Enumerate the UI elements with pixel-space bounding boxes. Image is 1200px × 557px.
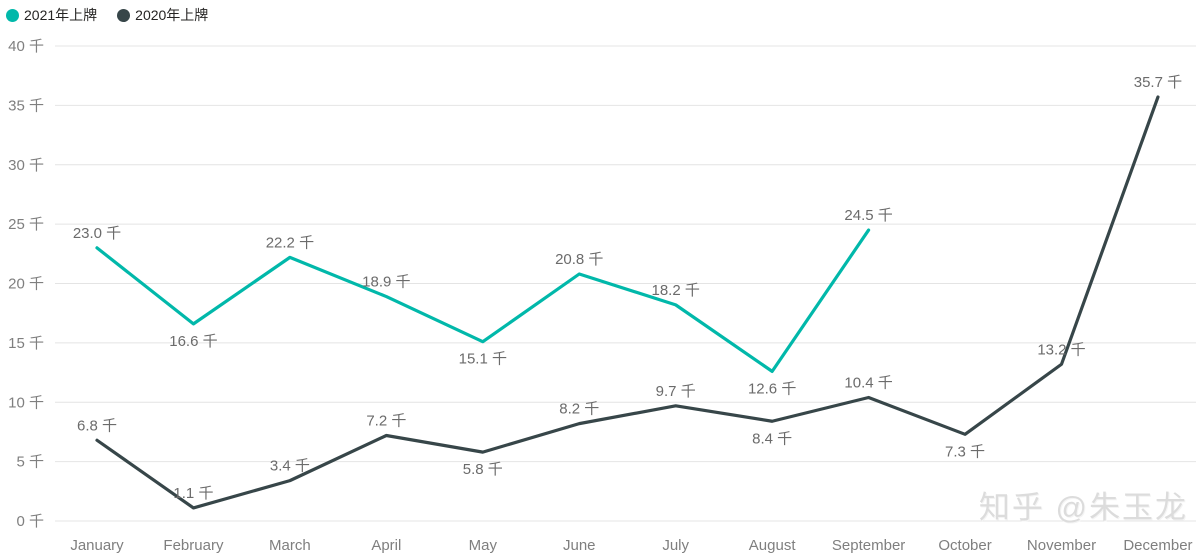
data-label: 18.9 千 xyxy=(362,274,410,291)
data-label: 24.5 千 xyxy=(844,207,892,224)
watermark: 知乎 @朱玉龙 xyxy=(978,490,1188,525)
x-axis-label-june: June xyxy=(563,537,596,554)
data-label: 23.0 千 xyxy=(73,225,121,242)
y-axis-label: 10 千 xyxy=(8,394,44,411)
legend-label-2021: 2021年上牌 xyxy=(24,7,98,23)
legend-item-2020[interactable]: 2020年上牌 xyxy=(117,8,208,22)
data-label: 8.2 千 xyxy=(559,401,599,418)
x-axis-label-september: September xyxy=(832,537,905,554)
series-line-2020年上牌[interactable] xyxy=(95,95,1160,510)
x-axis-label-april: April xyxy=(371,537,401,554)
x-axis-label-october: October xyxy=(938,537,991,554)
legend-dot-2020-icon xyxy=(117,8,131,22)
data-label: 7.2 千 xyxy=(366,413,406,430)
y-axis-label: 20 千 xyxy=(8,276,44,293)
y-axis-label: 40 千 xyxy=(8,38,44,55)
data-label: 35.7 千 xyxy=(1134,74,1182,91)
data-label: 1.1 千 xyxy=(173,485,213,502)
data-label: 18.2 千 xyxy=(652,282,700,299)
legend-dot-2021-icon xyxy=(6,8,19,22)
legend-item-2021[interactable]: 2021年上牌 xyxy=(6,8,97,22)
y-axis-label: 30 千 xyxy=(8,157,44,174)
data-label: 13.2 千 xyxy=(1037,341,1085,358)
data-label: 22.2 千 xyxy=(266,234,314,251)
data-label: 16.6 千 xyxy=(169,333,217,350)
data-label: 6.8 千 xyxy=(77,417,117,434)
y-axis-label: 0 千 xyxy=(16,513,44,530)
x-axis-label-december: December xyxy=(1123,537,1192,554)
y-axis-label: 5 千 xyxy=(16,454,44,471)
x-axis-label-march: March xyxy=(269,537,311,554)
data-label: 8.4 千 xyxy=(752,430,792,447)
legend: 2021年上牌 2020年上牌 xyxy=(6,8,208,22)
data-label: 15.1 千 xyxy=(459,351,507,368)
legend-label-2020: 2020年上牌 xyxy=(135,7,209,23)
x-axis-label-november: November xyxy=(1027,537,1096,554)
data-label: 12.6 千 xyxy=(748,380,796,397)
data-label: 20.8 千 xyxy=(555,251,603,268)
data-label: 10.4 千 xyxy=(844,375,892,392)
x-axis-label-july: July xyxy=(662,537,689,554)
data-label: 3.4 千 xyxy=(270,458,310,475)
data-label: 9.7 千 xyxy=(656,383,696,400)
x-axis-label-february: February xyxy=(163,537,224,554)
data-label: 7.3 千 xyxy=(945,443,985,460)
y-axis-label: 15 千 xyxy=(8,335,44,352)
x-axis-label-january: January xyxy=(70,537,124,554)
x-axis-label-may: May xyxy=(469,537,498,554)
data-label: 5.8 千 xyxy=(463,461,503,478)
x-axis-label-august: August xyxy=(749,537,797,554)
series-line-2021年上牌[interactable] xyxy=(95,228,871,373)
y-axis-label: 25 千 xyxy=(8,216,44,233)
y-axis-label: 35 千 xyxy=(8,97,44,114)
